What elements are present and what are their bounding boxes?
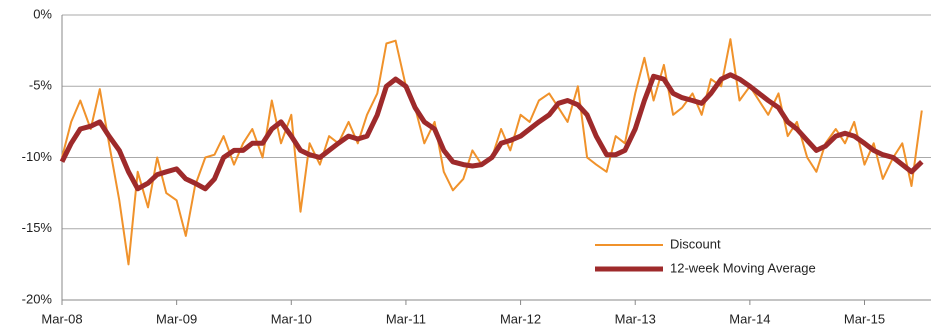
y-tick-label: -20% bbox=[22, 291, 53, 306]
x-tick-label: Mar-08 bbox=[41, 311, 82, 326]
y-tick-label: -5% bbox=[29, 78, 53, 93]
x-tick-label: Mar-09 bbox=[156, 311, 197, 326]
series-line bbox=[59, 72, 924, 192]
x-tick-label: Mar-15 bbox=[844, 311, 885, 326]
x-tick-label: Mar-13 bbox=[615, 311, 656, 326]
y-tick-label: 0% bbox=[33, 6, 52, 21]
y-tick-label: -15% bbox=[22, 220, 53, 235]
x-tick-label: Mar-12 bbox=[500, 311, 541, 326]
y-tick-label: -10% bbox=[22, 149, 53, 164]
x-tick-label: Mar-10 bbox=[271, 311, 312, 326]
x-tick-label: Mar-11 bbox=[386, 311, 426, 326]
legend-label: Discount bbox=[670, 236, 721, 251]
x-tick-label: Mar-14 bbox=[729, 311, 770, 326]
series-line bbox=[61, 38, 923, 266]
legend-label: 12-week Moving Average bbox=[670, 260, 816, 275]
